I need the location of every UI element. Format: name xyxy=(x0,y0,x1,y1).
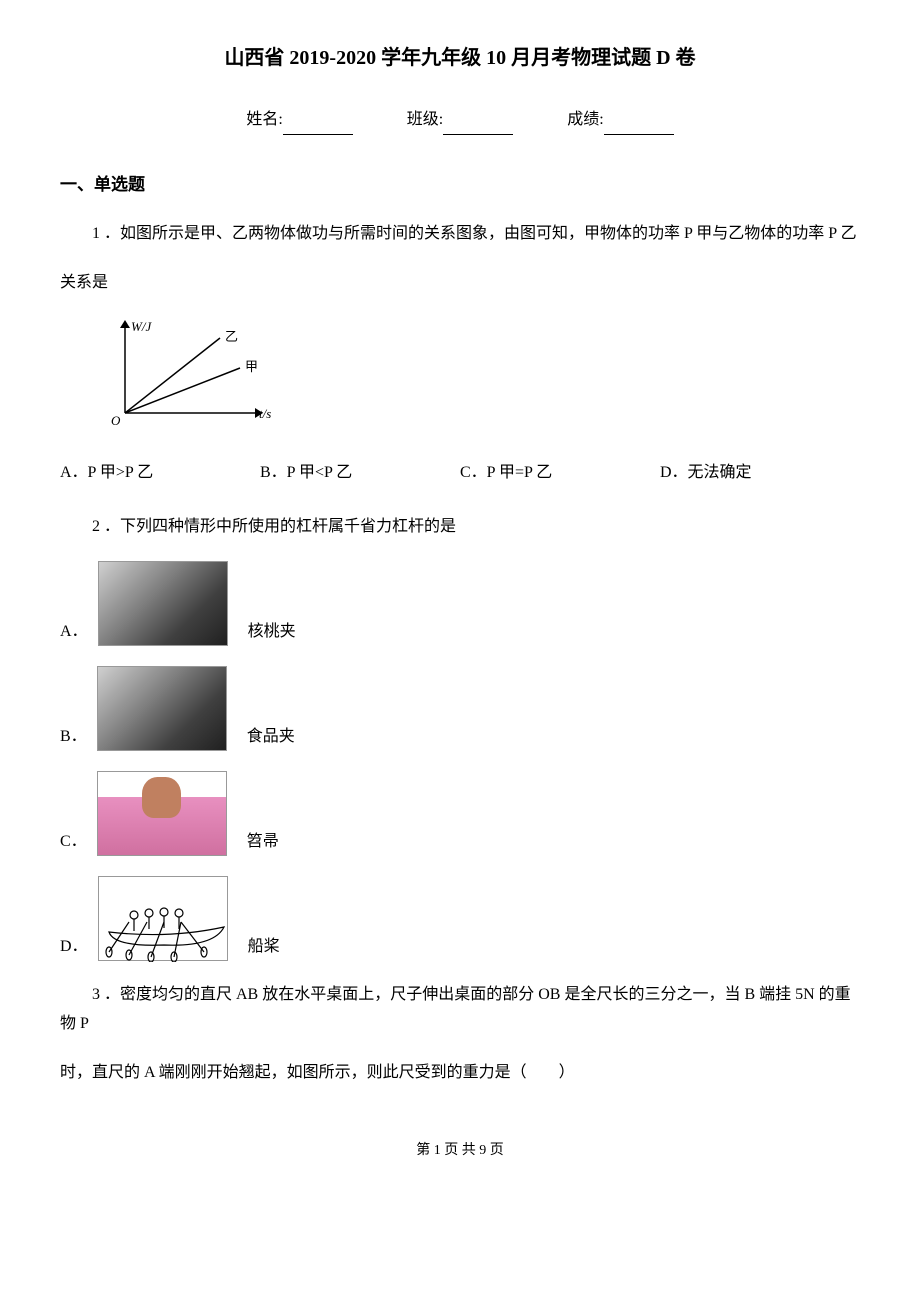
q1-chart: 甲乙 W/J t/s O xyxy=(100,313,860,444)
score-blank[interactable] xyxy=(604,134,674,135)
q1-option-d[interactable]: D．无法确定 xyxy=(660,459,860,488)
question-1-text: 1 ．如图所示是甲、乙两物体做功与所需时间的关系图象，由图可知，甲物体的功率 P… xyxy=(60,220,860,249)
svg-text:乙: 乙 xyxy=(225,329,238,344)
q2-option-a[interactable]: A． 核桃夹 xyxy=(60,561,860,646)
class-label: 班级: xyxy=(407,111,443,128)
question-3-text-line2: 时，直尺的 A 端刚刚开始翘起，如图所示，则此尺受到的重力是（ ） xyxy=(60,1059,860,1088)
q2-c-image xyxy=(97,771,227,856)
class-field: 班级: xyxy=(407,106,513,135)
q1-option-a[interactable]: A．P 甲>P 乙 xyxy=(60,459,260,488)
question-1-text-line2: 关系是 xyxy=(60,269,860,298)
q2-a-text: 核桃夹 xyxy=(248,618,296,647)
q2-b-text: 食品夹 xyxy=(247,723,295,752)
q2-option-b[interactable]: B． 食品夹 xyxy=(60,666,860,751)
q2-d-label: D． xyxy=(60,933,88,962)
q2-a-label: A． xyxy=(60,618,88,647)
name-field: 姓名: xyxy=(246,106,352,135)
name-label: 姓名: xyxy=(246,111,282,128)
score-field: 成绩: xyxy=(567,106,673,135)
q2-c-text: 笤帚 xyxy=(247,828,279,857)
svg-text:甲: 甲 xyxy=(245,359,258,374)
q1-option-c[interactable]: C．P 甲=P 乙 xyxy=(460,459,660,488)
q1-options: A．P 甲>P 乙 B．P 甲<P 乙 C．P 甲=P 乙 D．无法确定 xyxy=(60,459,860,488)
q2-c-label: C． xyxy=(60,828,87,857)
svg-text:t/s: t/s xyxy=(259,406,271,421)
page-footer: 第 1 页 共 9 页 xyxy=(60,1138,860,1163)
page-title: 山西省 2019-2020 学年九年级 10 月月考物理试题 D 卷 xyxy=(60,40,860,76)
section-heading: 一、单选题 xyxy=(60,170,860,201)
q2-option-d[interactable]: D． 船桨 xyxy=(60,876,860,961)
q1-option-b[interactable]: B．P 甲<P 乙 xyxy=(260,459,460,488)
q2-d-image xyxy=(98,876,228,961)
class-blank[interactable] xyxy=(443,134,513,135)
q1-chart-svg: 甲乙 W/J t/s O xyxy=(100,313,280,433)
score-label: 成绩: xyxy=(567,111,603,128)
q2-b-image xyxy=(97,666,227,751)
boat-svg xyxy=(99,877,229,962)
q2-b-label: B． xyxy=(60,723,87,752)
name-blank[interactable] xyxy=(283,134,353,135)
student-info-row: 姓名: 班级: 成绩: xyxy=(60,106,860,135)
q2-a-image xyxy=(98,561,228,646)
question-2-text: 2 ．下列四种情形中所使用的杠杆属千省力杠杆的是 xyxy=(60,513,860,542)
q2-d-text: 船桨 xyxy=(248,933,280,962)
svg-text:O: O xyxy=(111,413,121,428)
question-3-text: 3 ．密度均匀的直尺 AB 放在水平桌面上，尺子伸出桌面的部分 OB 是全尺长的… xyxy=(60,981,860,1039)
q2-option-c[interactable]: C． 笤帚 xyxy=(60,771,860,856)
svg-text:W/J: W/J xyxy=(131,319,152,334)
